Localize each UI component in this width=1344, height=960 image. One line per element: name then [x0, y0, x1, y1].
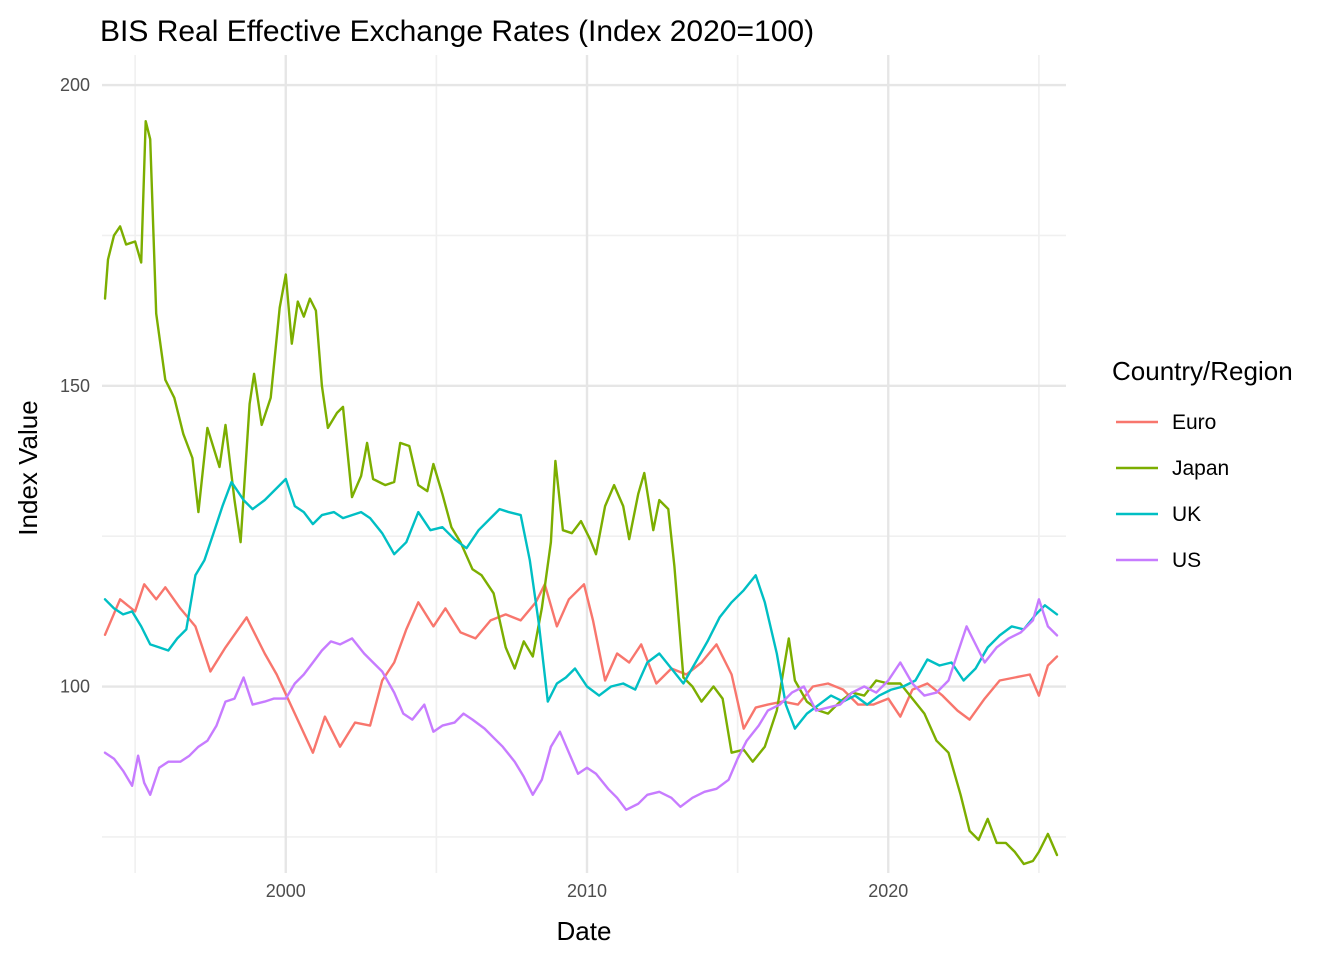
y-tick-label: 150: [60, 376, 90, 396]
legend-title: Country/Region: [1112, 356, 1293, 386]
x-axis-title: Date: [557, 916, 612, 946]
x-tick-label: 2010: [567, 881, 607, 901]
legend-label-japan: Japan: [1172, 457, 1229, 480]
y-axis-title: Index Value: [13, 400, 43, 535]
legend-label-euro: Euro: [1172, 411, 1216, 434]
series-lines: [103, 120, 1059, 866]
legend: Country/Region Euro Japan UK US: [1112, 356, 1293, 572]
series-line-us: [103, 598, 1059, 811]
legend-label-uk: UK: [1172, 503, 1201, 526]
y-tick-label: 100: [60, 677, 90, 697]
x-tick-label: 2020: [868, 881, 908, 901]
grid: [102, 55, 1066, 873]
y-tick-label: 200: [60, 75, 90, 95]
series-line-euro: [103, 583, 1059, 754]
series-line-japan: [103, 120, 1059, 866]
x-axis-ticks: 2000 2010 2020: [266, 881, 909, 901]
series-line-uk: [103, 477, 1059, 730]
chart-title: BIS Real Effective Exchange Rates (Index…: [100, 15, 814, 48]
legend-label-us: US: [1172, 549, 1201, 572]
y-axis-ticks: 100 150 200: [60, 75, 90, 696]
x-tick-label: 2000: [266, 881, 306, 901]
